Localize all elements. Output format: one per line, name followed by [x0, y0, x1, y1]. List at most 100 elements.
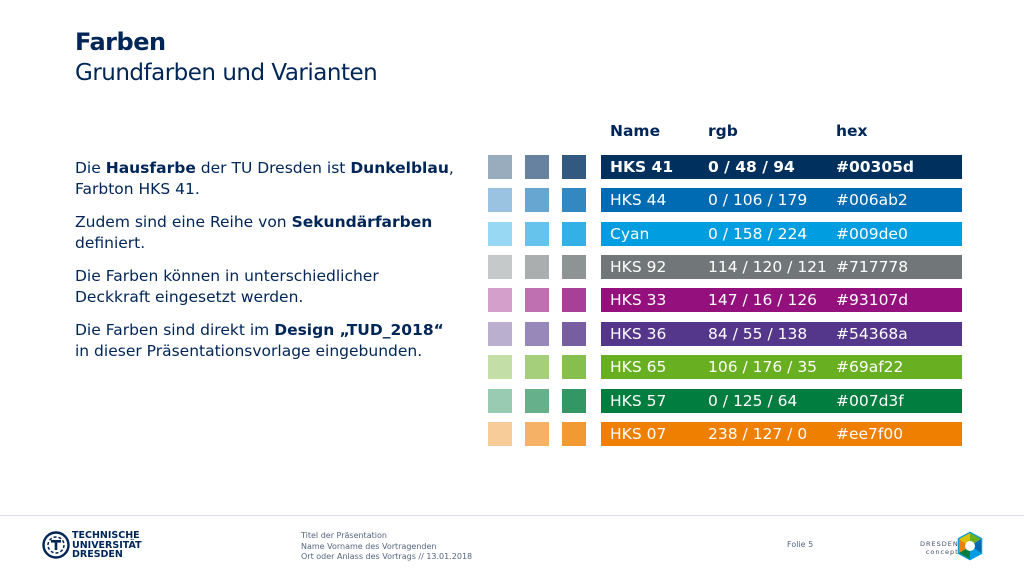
text: Die Farben sind direkt im	[75, 321, 275, 339]
color-hex: #009de0	[836, 225, 908, 243]
text: in dieser Präsentationsvorlage eingebund…	[75, 342, 423, 360]
color-name: Cyan	[610, 225, 650, 243]
color-bar: HKS 44 0 / 106 / 179 #006ab2	[601, 188, 962, 212]
color-name: HKS 92	[610, 258, 667, 276]
color-row: HKS 33 147 / 16 / 126 #93107d	[488, 288, 962, 312]
swatch-strong	[562, 389, 586, 413]
swatch-strong	[562, 188, 586, 212]
presentation-title: Titel der Präsentation	[301, 531, 387, 540]
header-hex: hex	[836, 122, 868, 140]
color-name: HKS 44	[610, 191, 667, 209]
tu-dresden-logo-icon	[42, 531, 70, 559]
wordmark-line: DRESDEN	[920, 540, 959, 548]
wordmark-line: concept	[925, 548, 959, 556]
color-row: HKS 41 0 / 48 / 94 #00305d	[488, 155, 962, 179]
color-bar: Cyan 0 / 158 / 224 #009de0	[601, 222, 962, 246]
swatch-light	[488, 255, 512, 279]
color-hex: #717778	[836, 258, 909, 276]
color-name: HKS 07	[610, 425, 667, 443]
bold-text: Hausfarbe	[105, 159, 196, 177]
swatch-light	[488, 155, 512, 179]
color-rgb: 0 / 48 / 94	[708, 158, 795, 176]
swatch-light	[488, 222, 512, 246]
color-rgb: 0 / 158 / 224	[708, 225, 808, 243]
color-name: HKS 36	[610, 325, 667, 343]
text: der TU Dresden ist	[195, 159, 351, 177]
color-row: HKS 92 114 / 120 / 121 #717778	[488, 255, 962, 279]
color-bar: HKS 92 114 / 120 / 121 #717778	[601, 255, 962, 279]
slide-subtitle: Grundfarben und Varianten	[75, 60, 378, 86]
header-rgb: rgb	[708, 122, 738, 140]
color-row: HKS 65 106 / 176 / 35 #69af22	[488, 355, 962, 379]
dresden-concept-wordmark: DRESDEN concept	[920, 540, 959, 556]
text: Zudem sind eine Reihe von	[75, 213, 292, 231]
wordmark-line: TECHNISCHE	[72, 530, 140, 541]
color-rgb: 106 / 176 / 35	[708, 358, 818, 376]
wordmark-line: UNIVERSITÄT	[72, 539, 142, 551]
color-bar: HKS 57 0 / 125 / 64 #007d3f	[601, 389, 962, 413]
color-name: HKS 65	[610, 358, 667, 376]
swatch-light	[488, 355, 512, 379]
color-rgb: 114 / 120 / 121	[708, 258, 827, 276]
paragraph-3: Die Farben können in unterschiedlicher D…	[75, 266, 455, 308]
color-row: HKS 44 0 / 106 / 179 #006ab2	[488, 188, 962, 212]
color-row: HKS 36 84 / 55 / 138 #54368a	[488, 322, 962, 346]
text: , Farbton HKS 41.	[75, 159, 454, 198]
text: Die Farben können in unterschiedlicher D…	[75, 267, 379, 306]
presenter-name: Name Vorname des Vortragenden	[301, 541, 437, 551]
color-hex: #54368a	[836, 325, 908, 343]
bold-text: Dunkelblau	[350, 159, 449, 177]
swatch-strong	[562, 222, 586, 246]
wordmark-line: DRESDEN	[72, 549, 123, 560]
footer-divider	[0, 515, 1024, 516]
swatch-medium	[525, 222, 549, 246]
paragraph-1: Die Hausfarbe der TU Dresden ist Dunkelb…	[75, 158, 455, 200]
color-name: HKS 41	[610, 158, 674, 176]
dresden-concept-logo-icon	[957, 531, 983, 561]
color-row: HKS 07 238 / 127 / 0 #ee7f00	[488, 422, 962, 446]
color-bar: HKS 36 84 / 55 / 138 #54368a	[601, 322, 962, 346]
paragraph-4: Die Farben sind direkt im Design „TUD_20…	[75, 320, 455, 362]
swatch-medium	[525, 288, 549, 312]
swatch-strong	[562, 155, 586, 179]
swatch-medium	[525, 322, 549, 346]
tu-dresden-wordmark: TECHNISCHE UNIVERSITÄT DRESDEN	[72, 531, 142, 560]
presentation-location-date: Ort oder Anlass des Vortrags // 13.01.20…	[301, 552, 473, 561]
swatch-strong	[562, 322, 586, 346]
paragraph-2: Zudem sind eine Reihe von Sekundärfarben…	[75, 212, 455, 254]
color-row: Cyan 0 / 158 / 224 #009de0	[488, 222, 962, 246]
color-rgb: 0 / 125 / 64	[708, 392, 798, 410]
bold-text: Sekundärfarben	[291, 213, 433, 231]
swatch-strong	[562, 288, 586, 312]
bold-text: Design „TUD_2018“	[274, 321, 444, 339]
color-row: HKS 57 0 / 125 / 64 #007d3f	[488, 389, 962, 413]
swatch-medium	[525, 422, 549, 446]
color-hex: #93107d	[836, 291, 909, 309]
color-bar: HKS 33 147 / 16 / 126 #93107d	[601, 288, 962, 312]
color-bar: HKS 07 238 / 127 / 0 #ee7f00	[601, 422, 962, 446]
swatch-medium	[525, 255, 549, 279]
swatch-strong	[562, 255, 586, 279]
color-rgb: 84 / 55 / 138	[708, 325, 808, 343]
swatch-light	[488, 188, 512, 212]
color-rgb: 238 / 127 / 0	[708, 425, 808, 443]
swatch-medium	[525, 389, 549, 413]
color-rgb: 147 / 16 / 126	[708, 291, 818, 309]
swatch-light	[488, 288, 512, 312]
swatch-light	[488, 422, 512, 446]
color-table: Name rgb hex HKS 41 0 / 48 / 94 #00305d …	[488, 122, 962, 452]
swatch-light	[488, 322, 512, 346]
text: definiert.	[75, 234, 146, 252]
body-text: Die Hausfarbe der TU Dresden ist Dunkelb…	[75, 158, 455, 374]
footer-info: Titel der Präsentation Name Vorname des …	[301, 531, 472, 563]
color-name: HKS 33	[610, 291, 667, 309]
swatch-medium	[525, 188, 549, 212]
color-rgb: 0 / 106 / 179	[708, 191, 808, 209]
swatch-medium	[525, 355, 549, 379]
color-name: HKS 57	[610, 392, 667, 410]
swatch-medium	[525, 155, 549, 179]
color-bar: HKS 41 0 / 48 / 94 #00305d	[601, 155, 962, 179]
swatch-strong	[562, 422, 586, 446]
swatch-light	[488, 389, 512, 413]
slide-number: Folie 5	[787, 540, 814, 549]
